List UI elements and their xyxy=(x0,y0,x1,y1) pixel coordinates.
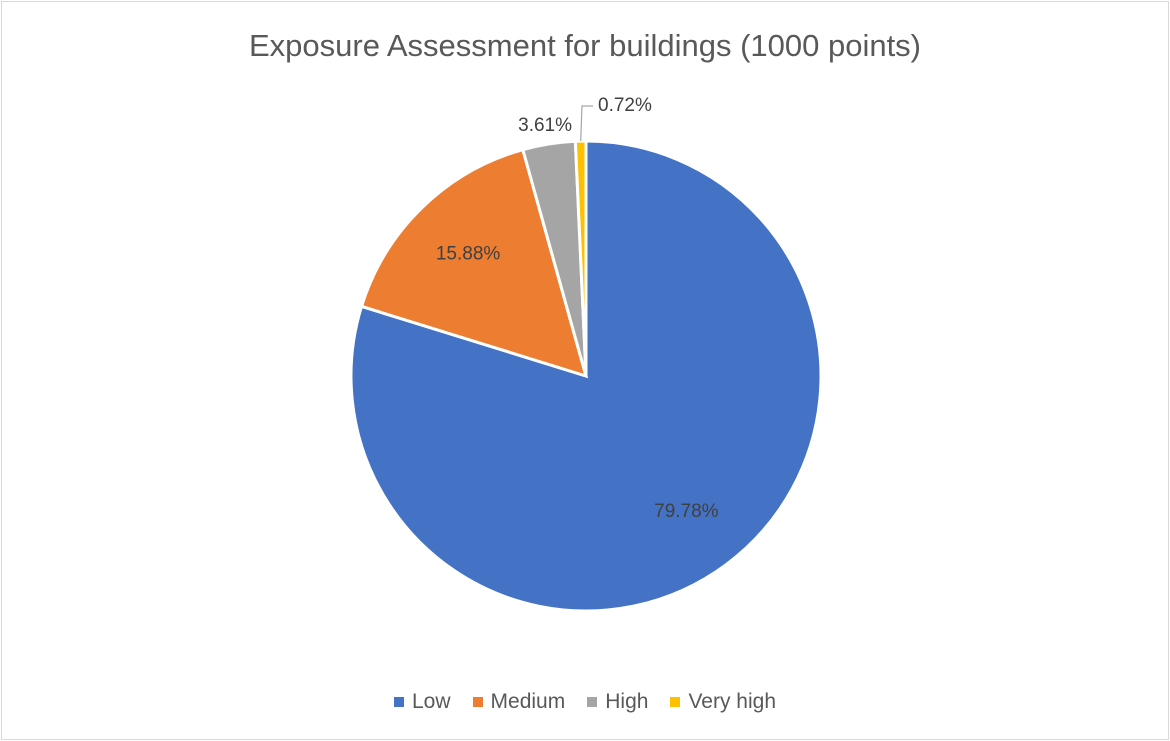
pie-slice-medium xyxy=(359,147,589,379)
data-label-high: 3.61% xyxy=(518,115,572,136)
legend-label-medium: Medium xyxy=(490,690,566,713)
data-labels: 79.78% 15.88% 3.61% 0.72% xyxy=(436,95,719,522)
legend-swatch-medium xyxy=(472,697,483,707)
chart-title: Exposure Assessment for buildings (1000 … xyxy=(248,28,922,63)
legend-label-low: Low xyxy=(412,690,451,713)
legend-item-low: Low xyxy=(394,690,451,714)
legend-swatch-high xyxy=(587,697,598,707)
leader-lines xyxy=(580,105,593,142)
data-label-medium: 15.88% xyxy=(436,244,501,265)
legend-swatch-low xyxy=(394,697,404,707)
legend: Low Medium High Very high xyxy=(2,690,1168,714)
legend-item-very-high: Very high xyxy=(670,690,776,714)
legend-item-high: High xyxy=(587,690,648,714)
pie-slices xyxy=(349,139,823,613)
data-label-very-high: 0.72% xyxy=(598,95,652,116)
legend-label-high: High xyxy=(605,690,649,713)
legend-label-very-high: Very high xyxy=(688,690,776,713)
leader-line-very-high xyxy=(580,105,593,142)
legend-item-medium: Medium xyxy=(472,690,566,714)
data-label-low: 79.78% xyxy=(654,501,719,522)
legend-swatch-very-high xyxy=(670,697,681,707)
